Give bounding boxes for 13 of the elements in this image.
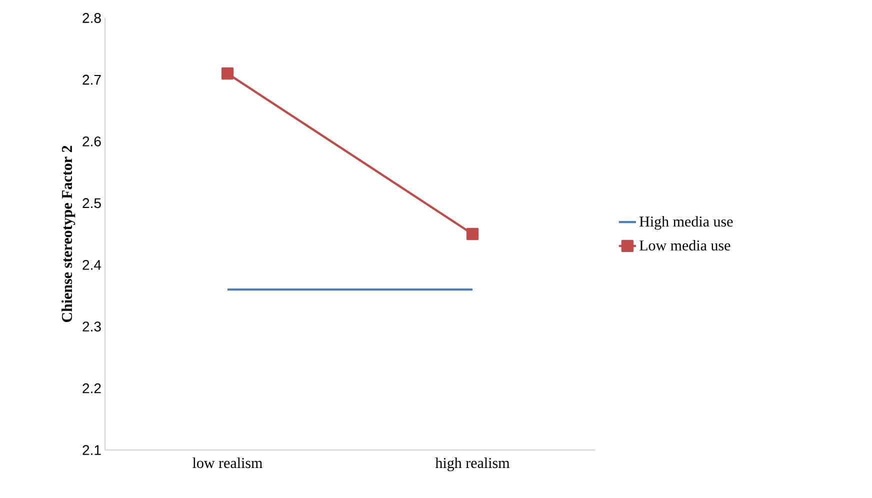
y-tick-label: 2.6 <box>82 136 101 146</box>
y-tick-label: 2.4 <box>82 260 102 270</box>
legend-label: High media use <box>640 216 733 230</box>
y-tick-label: 2.7 <box>82 74 101 85</box>
y-tick-label: 2.2 <box>82 383 101 394</box>
y-tick-label: 2.1 <box>82 445 101 455</box>
y-tick-label: 2.5 <box>82 198 101 208</box>
y-axis-title: Chiense stereotype Factor 2 <box>62 146 76 322</box>
legend-label: Low media use <box>640 240 730 251</box>
x-tick-label: low realism <box>192 458 262 468</box>
y-tick-label: 2.8 <box>82 13 101 23</box>
x-tick-label: high realism <box>435 458 510 472</box>
y-tick-label: 2.3 <box>82 322 101 332</box>
